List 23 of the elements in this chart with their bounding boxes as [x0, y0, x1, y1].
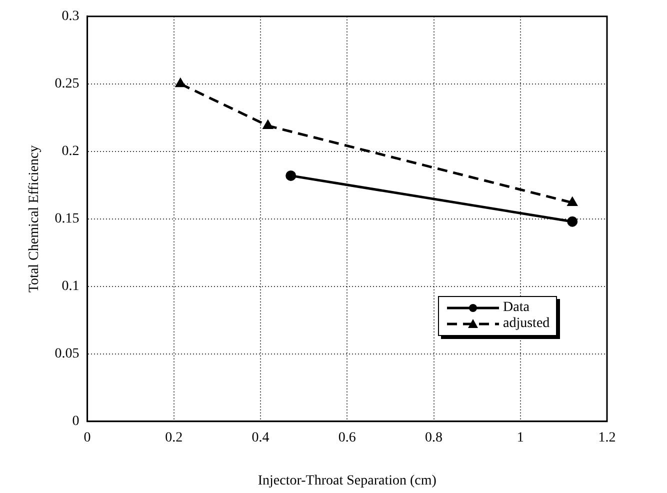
point	[263, 120, 273, 129]
y-tick-label: 0.3	[62, 9, 80, 24]
point	[568, 197, 578, 206]
x-tick-label: 1.2	[598, 430, 616, 446]
x-tick-label: 0.6	[338, 430, 356, 446]
x-tick-label: 0.4	[252, 430, 270, 446]
y-tick-label: 0.1	[62, 279, 80, 294]
legend-label: adjusted	[503, 316, 550, 332]
point	[567, 216, 578, 227]
x-tick-label: 0.2	[165, 430, 183, 446]
y-axis-title: Total Chemical Efficiency	[27, 145, 42, 293]
y-tick-label: 0.05	[54, 346, 80, 362]
y-tick-label: 0.15	[54, 212, 80, 227]
y-tick-label: 0	[72, 414, 80, 430]
point	[286, 170, 296, 181]
y-tick-label: 0.25	[54, 76, 80, 92]
point	[176, 78, 186, 88]
x-tick-label: 0	[84, 430, 91, 446]
x-axis-title: Injector-Throat Separation (cm)	[258, 473, 437, 488]
x-tick-label: 1	[516, 430, 524, 446]
y-tick-label: 0.2	[62, 144, 80, 160]
x-tick-label: 0.8	[425, 430, 443, 446]
legend-label: Data	[503, 300, 530, 316]
